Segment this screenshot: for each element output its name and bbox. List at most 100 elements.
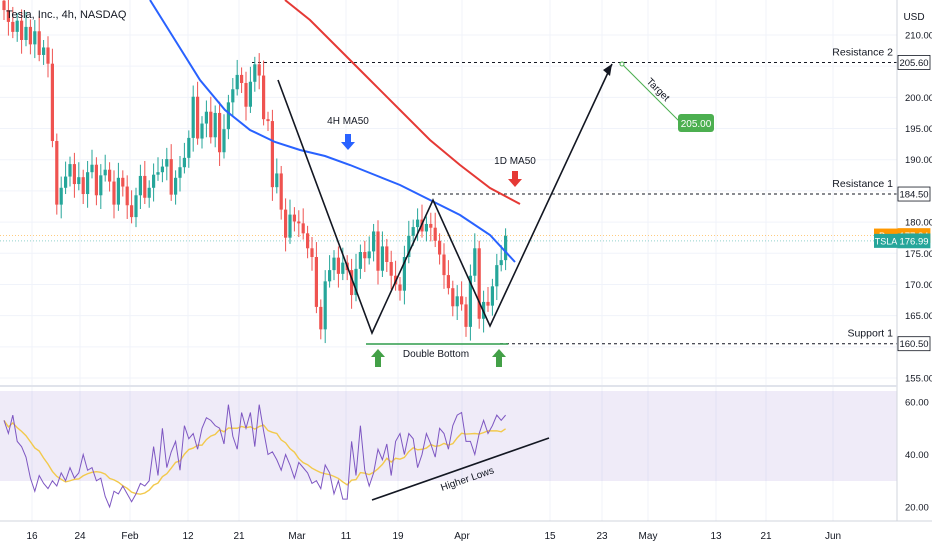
candle <box>350 258 354 309</box>
higher-lows-trendline <box>371 437 550 501</box>
candle <box>301 208 305 240</box>
candle <box>319 299 323 340</box>
x-tick-label: 13 <box>710 531 722 542</box>
candle <box>376 220 380 285</box>
price-tag-last: TSLA 176.99 <box>874 233 931 249</box>
candle <box>490 278 494 316</box>
drawings <box>277 61 681 367</box>
candle <box>358 244 362 279</box>
x-tick-label: 16 <box>26 531 38 542</box>
pane-separator[interactable] <box>0 385 897 387</box>
candle <box>143 160 147 205</box>
candle <box>486 286 490 312</box>
target-line <box>621 63 681 123</box>
candle <box>235 59 239 96</box>
candle <box>103 154 107 182</box>
candle <box>187 130 191 168</box>
candle <box>253 56 257 92</box>
candle <box>266 111 270 132</box>
candle <box>81 169 85 205</box>
x-tick-label: Jun <box>825 531 841 542</box>
candle <box>226 94 230 140</box>
candle <box>108 162 112 192</box>
level-label: Resistance 2 <box>832 46 893 58</box>
bottom-2-arrow-icon <box>492 349 506 367</box>
candle <box>240 67 244 93</box>
candle <box>90 149 94 179</box>
y-tick-label: 175.00 <box>905 249 932 260</box>
candle <box>262 60 266 126</box>
x-tick-label: 23 <box>596 531 608 542</box>
level-label: Resistance 1 <box>832 178 893 190</box>
candle <box>464 296 468 337</box>
rsi-band <box>0 391 897 481</box>
y-tick-label: 165.00 <box>905 311 932 322</box>
candle <box>429 212 433 242</box>
candle <box>112 170 116 219</box>
candle <box>64 161 68 195</box>
candle <box>455 285 459 321</box>
svg-text:184.50: 184.50 <box>899 190 928 201</box>
rsi-tick-label: 40.00 <box>905 450 929 461</box>
symbol-title: Tesla, Inc., 4h, NASDAQ <box>6 9 127 21</box>
candle <box>33 20 37 59</box>
candle <box>433 212 437 248</box>
candle <box>328 255 332 288</box>
candle <box>200 116 204 149</box>
price-tag-level: 184.50 <box>897 186 931 202</box>
candle <box>468 264 472 341</box>
candle <box>20 9 24 54</box>
candle <box>174 170 178 205</box>
bottom-1-arrow-icon <box>371 349 385 367</box>
ma50-4h-line <box>149 0 516 263</box>
y-tick-label: 190.00 <box>905 155 932 166</box>
svg-text:176.99: 176.99 <box>899 236 928 247</box>
candle <box>284 198 288 252</box>
candle <box>385 238 389 272</box>
svg-text:TSLA: TSLA <box>875 236 898 246</box>
candle <box>6 0 10 36</box>
x-tick-label: 11 <box>341 531 352 542</box>
currency-label[interactable]: USD <box>903 12 924 23</box>
candle <box>2 0 6 21</box>
candle <box>55 133 59 215</box>
svg-text:205.60: 205.60 <box>899 58 928 69</box>
x-tick-label: 24 <box>74 531 86 542</box>
candle <box>275 158 279 194</box>
time-axis: 16 24 Feb 12 21 Mar 11 19 Apr 15 23 May 13 21 Jun <box>26 531 841 542</box>
x-tick-label: 12 <box>182 531 194 542</box>
candle <box>460 281 464 311</box>
candle <box>182 142 186 174</box>
candle <box>152 163 156 202</box>
candle <box>50 48 54 148</box>
target-anchor <box>619 61 625 67</box>
candle <box>231 78 235 117</box>
candle <box>130 190 134 224</box>
x-tick-label: Apr <box>454 531 470 542</box>
price-axis: 155.00 165.00 170.00 175.00 180.00 190.00 195.… <box>905 31 932 385</box>
target-arrowhead <box>603 64 612 76</box>
price-tag-level: 205.60 <box>897 55 931 70</box>
x-tick-label: 19 <box>392 531 404 542</box>
x-tick-label: 15 <box>544 531 556 542</box>
candle <box>218 101 222 166</box>
candle <box>160 159 164 183</box>
candle <box>244 71 248 121</box>
candle <box>191 85 195 152</box>
candle <box>59 176 63 219</box>
rsi-tick-label: 60.00 <box>905 398 929 409</box>
candle <box>178 155 182 192</box>
candle <box>209 96 213 144</box>
price-tag-level: 160.50 <box>897 336 931 352</box>
candle <box>86 160 90 208</box>
candle <box>279 165 283 220</box>
candle <box>442 243 446 289</box>
candle <box>438 233 442 265</box>
y-tick-label: 195.00 <box>905 124 932 135</box>
rsi-ma-line <box>3 419 506 495</box>
target-value-badge <box>678 114 714 132</box>
candle <box>116 162 120 211</box>
